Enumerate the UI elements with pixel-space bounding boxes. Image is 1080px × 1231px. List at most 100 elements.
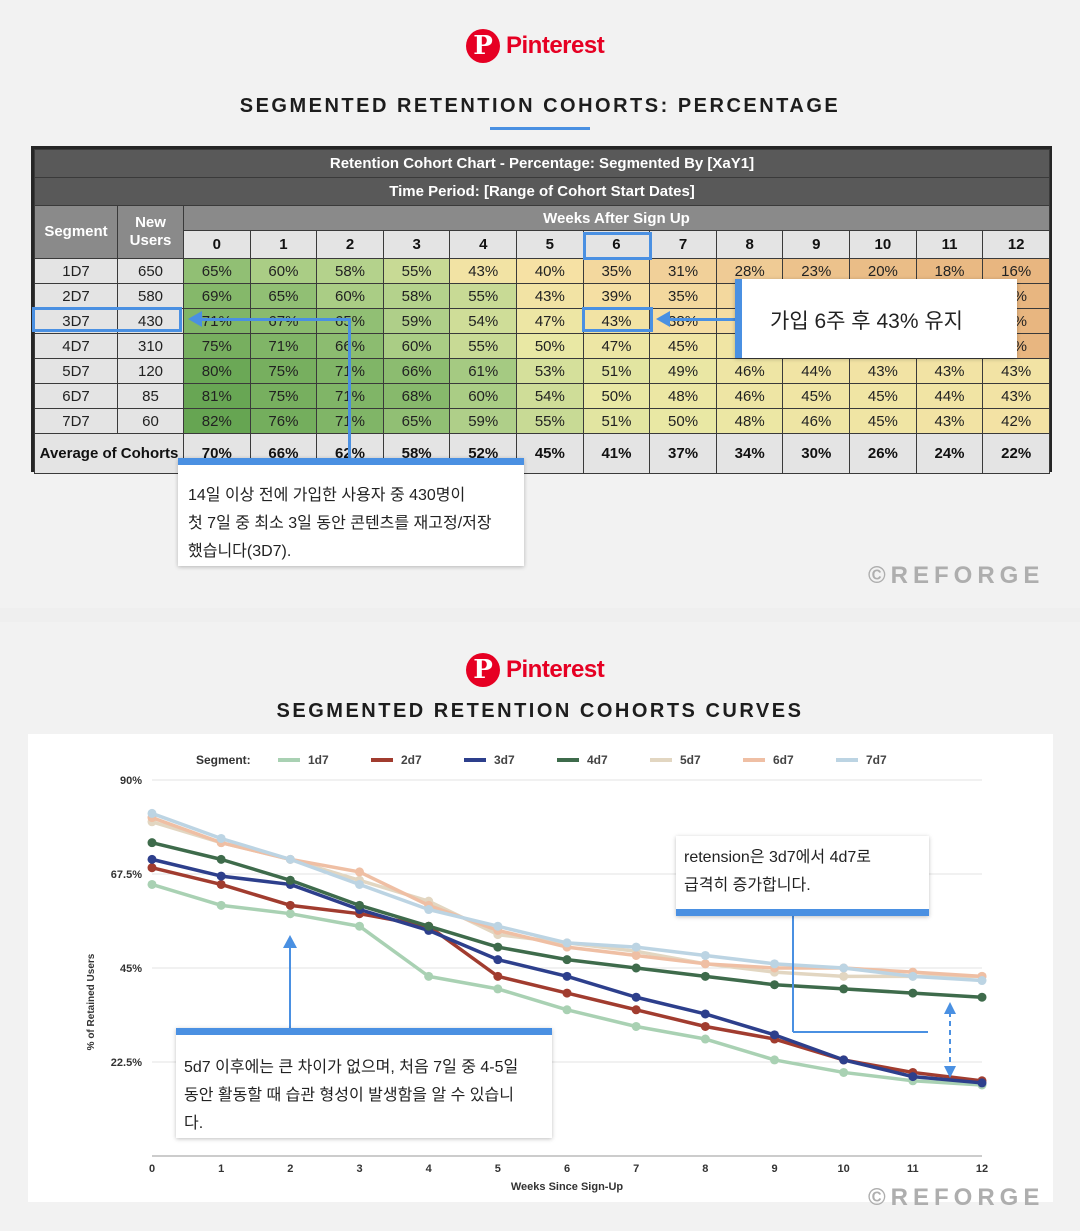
x-tick-label: 4 bbox=[426, 1163, 433, 1175]
data-point-7d7 bbox=[355, 879, 364, 889]
pinterest-logo: P Pinterest bbox=[466, 653, 605, 687]
data-point-3d7 bbox=[839, 1055, 849, 1065]
legend-label: 4d7 bbox=[587, 753, 608, 767]
data-point-2d7 bbox=[285, 900, 295, 910]
retention-cell: 16% bbox=[982, 258, 1050, 284]
retention-cell: 45% bbox=[849, 408, 917, 434]
retention-cell: 81% bbox=[183, 383, 251, 409]
retention-cell: 40% bbox=[516, 258, 584, 284]
retention-cell: 44% bbox=[782, 358, 851, 384]
new-users-cell: 60 bbox=[117, 408, 184, 434]
retention-cell: 55% bbox=[516, 408, 584, 434]
callout-3d7-definition: 14일 이상 전에 가입한 사용자 중 430명이 첫 7일 중 최소 3일 동… bbox=[178, 458, 524, 566]
retention-cell: 47% bbox=[516, 308, 584, 334]
data-point-1d7 bbox=[770, 1055, 779, 1065]
average-cell: 26% bbox=[849, 433, 917, 474]
average-label: Average of Cohorts bbox=[34, 433, 184, 474]
retention-cell: 53% bbox=[516, 358, 584, 384]
retention-cell: 80% bbox=[183, 358, 251, 384]
retention-cell: 43% bbox=[449, 258, 518, 284]
retention-cell: 75% bbox=[183, 333, 251, 359]
top-panel: P Pinterest SEGMENTED RETENTION COHORTS:… bbox=[0, 0, 1080, 608]
retention-cell: 67% bbox=[249, 308, 318, 334]
retention-cell: 58% bbox=[382, 283, 451, 309]
retention-cell: 45% bbox=[849, 383, 917, 409]
data-point-4d7 bbox=[977, 992, 987, 1002]
retention-cell: 54% bbox=[516, 383, 584, 409]
segment-cell: 1D7 bbox=[34, 258, 118, 284]
retention-cell: 60% bbox=[382, 333, 451, 359]
reforge-watermark: ©REFORGE bbox=[868, 1184, 1045, 1211]
retention-cell: 48% bbox=[649, 383, 717, 409]
retention-cell: 35% bbox=[649, 283, 717, 309]
retention-cell: 51% bbox=[582, 408, 651, 434]
legend-label: 2d7 bbox=[401, 753, 422, 767]
segment-cell: 5D7 bbox=[34, 358, 118, 384]
callout-3d7-text: 14일 이상 전에 가입한 사용자 중 430명이 첫 7일 중 최소 3일 동… bbox=[188, 487, 492, 560]
data-point-2d7 bbox=[216, 879, 226, 889]
retention-cell: 51% bbox=[582, 358, 651, 384]
x-tick-label: 6 bbox=[564, 1163, 570, 1175]
legend-label: 3d7 bbox=[494, 753, 515, 767]
retention-cell: 75% bbox=[249, 383, 318, 409]
retention-cell: 68% bbox=[382, 383, 451, 409]
x-tick-label: 2 bbox=[287, 1163, 293, 1175]
new-users-cell: 310 bbox=[117, 333, 184, 359]
callout-3d7-to-4d7: retension은 3d7에서 4d7로 급격히 증가합니다. bbox=[676, 836, 929, 916]
data-point-4d7 bbox=[285, 875, 295, 885]
retention-cell: 45% bbox=[649, 333, 717, 359]
data-point-7d7 bbox=[216, 833, 226, 843]
data-point-3d7 bbox=[493, 955, 503, 965]
retention-cell: 50% bbox=[582, 383, 651, 409]
cell-3d7-week6-highlight bbox=[582, 307, 653, 332]
segment-cell: 2D7 bbox=[34, 283, 118, 309]
x-axis-label: Weeks Since Sign-Up bbox=[511, 1181, 624, 1193]
data-point-4d7 bbox=[216, 854, 226, 864]
pinterest-p-icon: P bbox=[466, 653, 500, 687]
data-point-6d7 bbox=[355, 867, 364, 877]
y-tick-label: 90% bbox=[120, 775, 142, 787]
retention-cell: 45% bbox=[782, 383, 851, 409]
legend-label: 6d7 bbox=[773, 753, 794, 767]
retention-cell: 50% bbox=[649, 408, 717, 434]
y-tick-label: 67.5% bbox=[111, 869, 142, 881]
y-tick-label: 22.5% bbox=[111, 1057, 142, 1069]
week-header: 8 bbox=[715, 230, 784, 259]
brand-name: Pinterest bbox=[506, 32, 605, 59]
callout-habit-formation: 5d7 이후에는 큰 차이가 없으며, 처음 7일 중 4-5일 동안 활동할 … bbox=[176, 1028, 552, 1138]
data-point-1d7 bbox=[147, 879, 157, 889]
y-tick-label: 45% bbox=[120, 963, 142, 975]
week-header: 5 bbox=[516, 230, 584, 259]
data-point-1d7 bbox=[493, 984, 503, 994]
data-point-1d7 bbox=[216, 900, 226, 910]
data-point-1d7 bbox=[355, 921, 364, 931]
average-cell: 24% bbox=[915, 433, 984, 474]
x-tick-label: 5 bbox=[495, 1163, 501, 1175]
data-point-7d7 bbox=[285, 854, 295, 864]
average-cell: 30% bbox=[782, 433, 851, 474]
data-point-3d7 bbox=[977, 1078, 987, 1088]
retention-cell: 43% bbox=[915, 358, 984, 384]
title-underline bbox=[490, 127, 590, 130]
arrow-down-icon bbox=[944, 1066, 956, 1078]
arrow-left-icon bbox=[656, 311, 670, 327]
retention-cell: 69% bbox=[183, 283, 251, 309]
data-point-2d7 bbox=[700, 1021, 710, 1031]
data-point-1d7 bbox=[631, 1021, 641, 1031]
data-point-3d7 bbox=[631, 992, 641, 1002]
weeks-after-signup-header: Weeks After Sign Up bbox=[183, 205, 1050, 231]
data-point-1d7 bbox=[839, 1067, 849, 1077]
average-cell: 45% bbox=[516, 433, 584, 474]
data-point-4d7 bbox=[631, 963, 641, 973]
x-tick-label: 9 bbox=[771, 1163, 777, 1175]
data-point-7d7 bbox=[424, 905, 434, 915]
week-header: 3 bbox=[382, 230, 451, 259]
retention-cell: 61% bbox=[449, 358, 518, 384]
data-point-4d7 bbox=[562, 955, 572, 965]
data-point-7d7 bbox=[493, 921, 503, 931]
retention-cell: 60% bbox=[249, 258, 318, 284]
segment-cell: 4D7 bbox=[34, 333, 118, 359]
retention-cell: 46% bbox=[715, 358, 784, 384]
data-point-4d7 bbox=[770, 980, 779, 990]
segment-header: Segment bbox=[34, 205, 118, 259]
